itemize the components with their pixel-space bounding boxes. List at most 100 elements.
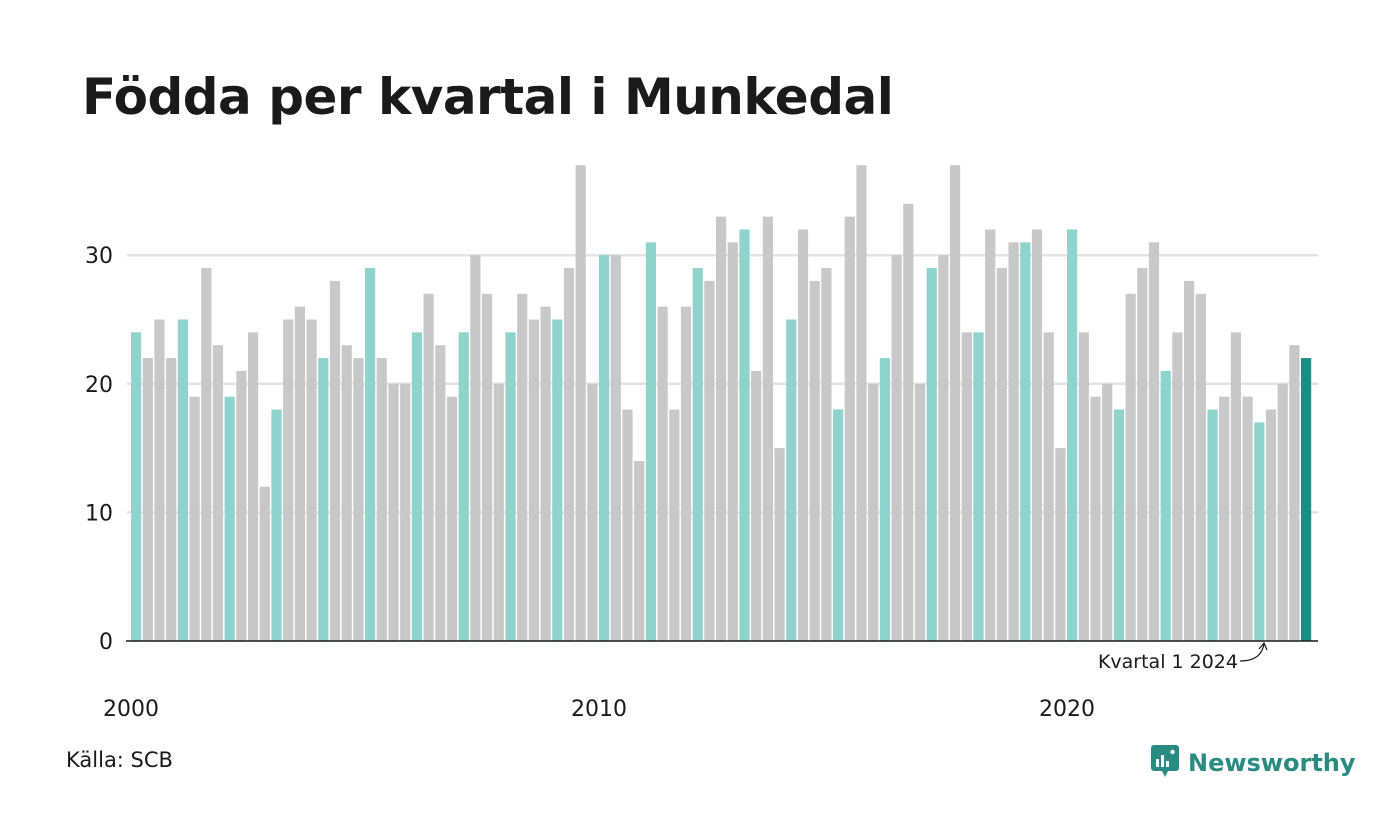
bar xyxy=(587,383,598,641)
bar xyxy=(1031,229,1043,642)
bar xyxy=(950,165,961,641)
bar xyxy=(575,165,586,641)
bar xyxy=(131,332,142,641)
bar xyxy=(517,293,528,641)
bar xyxy=(657,306,668,641)
bar xyxy=(844,216,855,641)
bar xyxy=(552,319,563,641)
bar xyxy=(470,255,481,641)
bar xyxy=(1137,268,1148,641)
bar xyxy=(692,268,703,641)
bar xyxy=(248,332,259,641)
bar xyxy=(716,216,727,641)
bar xyxy=(938,255,949,641)
bar xyxy=(1301,358,1312,641)
bar xyxy=(1055,448,1066,641)
bar xyxy=(774,448,785,641)
bar xyxy=(868,383,879,641)
bar xyxy=(446,396,458,641)
bar xyxy=(306,319,317,641)
x-tick-label: 2020 xyxy=(1039,697,1095,722)
bar xyxy=(879,358,890,641)
bar xyxy=(505,332,516,641)
bar xyxy=(212,345,224,641)
bar xyxy=(388,383,399,641)
chart-title: Födda per kvartal i Munkedal xyxy=(82,68,894,126)
bar xyxy=(259,486,270,641)
annotation-label: Kvartal 1 2024 xyxy=(1098,651,1238,673)
y-tick-label: 20 xyxy=(85,373,113,398)
bar xyxy=(634,460,645,641)
bar xyxy=(973,332,984,641)
bar xyxy=(996,268,1007,641)
bar xyxy=(856,165,867,641)
bar xyxy=(341,345,352,641)
bar xyxy=(563,268,575,641)
x-tick-label: 2000 xyxy=(103,697,159,722)
bar xyxy=(1242,396,1253,641)
bar xyxy=(271,409,282,641)
bar xyxy=(961,332,972,641)
source-note: Källa: SCB xyxy=(66,748,173,772)
bar xyxy=(1160,370,1171,641)
bar xyxy=(411,332,422,641)
bar xyxy=(435,345,446,641)
bar xyxy=(1219,396,1230,641)
newsworthy-logo-icon xyxy=(1150,744,1180,782)
bar xyxy=(809,280,820,641)
bar xyxy=(762,216,773,641)
bar xyxy=(458,332,469,641)
bar xyxy=(751,370,762,641)
bar xyxy=(622,409,633,641)
bar xyxy=(1113,409,1124,641)
bar xyxy=(891,255,902,641)
bar xyxy=(727,242,738,641)
bar xyxy=(599,255,610,641)
bar xyxy=(236,370,247,641)
annotation-arrowhead xyxy=(1258,641,1268,651)
bar xyxy=(318,358,329,641)
bar xyxy=(669,409,680,641)
bar xyxy=(482,293,493,641)
bar xyxy=(1125,293,1136,641)
bar xyxy=(224,396,235,641)
bar xyxy=(1195,293,1206,641)
bar xyxy=(142,358,153,641)
x-tick-label: 2010 xyxy=(571,697,627,722)
bar xyxy=(493,383,504,641)
bar xyxy=(1277,383,1288,641)
brand-logo: Newsworthy xyxy=(1150,744,1356,782)
bar xyxy=(1289,345,1300,641)
bar xyxy=(1184,280,1195,641)
bar xyxy=(283,319,294,641)
bar xyxy=(376,358,387,641)
bar xyxy=(821,268,832,641)
bar xyxy=(423,293,434,641)
bar xyxy=(1020,242,1031,641)
annotation-arrow xyxy=(1239,643,1265,662)
bar xyxy=(645,242,656,641)
bar xyxy=(189,396,200,641)
bar xyxy=(353,358,364,641)
bar xyxy=(1207,409,1218,641)
bar xyxy=(177,319,188,641)
bar xyxy=(1102,383,1113,641)
y-tick-label: 10 xyxy=(85,501,113,526)
bar xyxy=(1230,332,1241,641)
bar xyxy=(1254,422,1265,641)
bar xyxy=(528,319,539,641)
bar xyxy=(1265,409,1277,641)
bar xyxy=(1148,242,1160,641)
bar xyxy=(786,319,797,641)
bar xyxy=(680,306,692,641)
bar xyxy=(1043,332,1054,641)
y-tick-label: 0 xyxy=(99,630,113,655)
brand-name: Newsworthy xyxy=(1188,749,1356,777)
bar xyxy=(1090,396,1101,641)
bar xyxy=(1078,332,1089,641)
bar-chart: 0 10 20 30 2000 2010 2020 Kvartal 1 2024 xyxy=(85,165,1318,722)
bar xyxy=(985,229,996,642)
bar xyxy=(926,268,937,641)
bar xyxy=(1008,242,1019,641)
bar xyxy=(365,268,376,641)
